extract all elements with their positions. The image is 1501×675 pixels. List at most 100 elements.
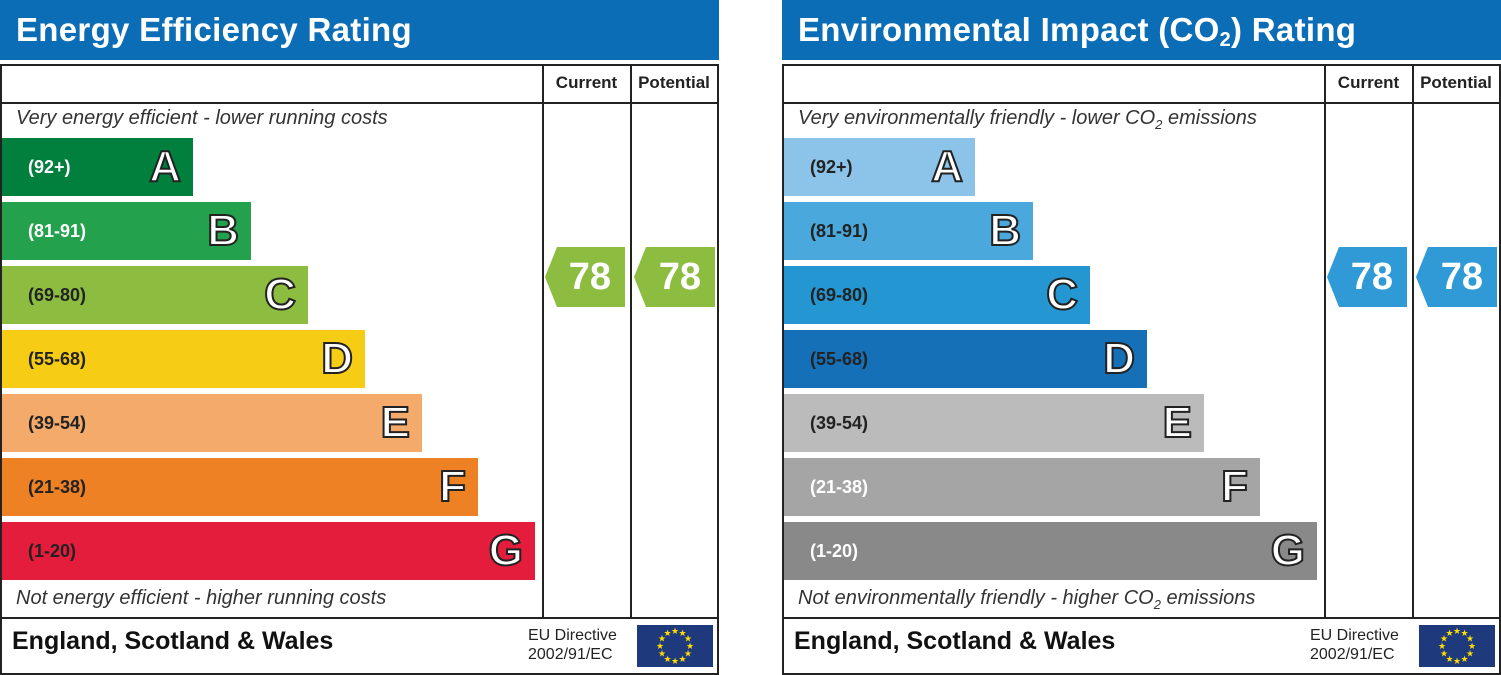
- band-range: (92+): [28, 157, 71, 177]
- band-range: (55-68): [28, 349, 87, 369]
- band-bar-e: (39-54) E: [2, 394, 422, 452]
- bottom-note: Not energy efficient - higher running co…: [16, 587, 386, 610]
- band-bar-f: (21-38) F: [784, 458, 1260, 516]
- eu-directive-line: EU Directive: [528, 627, 617, 644]
- footer-region: England, Scotland & Wales: [12, 627, 334, 655]
- band-letter: F: [1220, 461, 1249, 512]
- band-bar-d: (55-68) D: [2, 330, 365, 388]
- text-part: Very energy efficient - lower running co…: [16, 107, 388, 129]
- band-letter: E: [1162, 397, 1193, 448]
- svg-text:★: ★: [1453, 626, 1461, 636]
- row-divider: [782, 617, 1501, 619]
- text-part: ) Rating: [1231, 11, 1357, 48]
- band-range: (1-20): [810, 541, 859, 561]
- text-part: 2: [1219, 29, 1232, 51]
- band-bar-f: (21-38) F: [2, 458, 478, 516]
- svg-text:★: ★: [1440, 634, 1448, 644]
- band-range: (69-80): [28, 285, 87, 305]
- band-bar-g: (1-20) G: [2, 522, 535, 580]
- column-divider: [1324, 64, 1326, 618]
- column-header-potential: Potential: [1420, 73, 1492, 92]
- text-part: 2: [1153, 597, 1161, 612]
- svg-text:★: ★: [671, 656, 679, 666]
- band-letter: A: [148, 141, 182, 192]
- svg-text:★: ★: [658, 634, 666, 644]
- top-note: Very environmentally friendly - lower CO…: [798, 107, 1257, 132]
- band-letter: E: [380, 397, 411, 448]
- potential-rating-arrow: 78: [1416, 247, 1497, 307]
- band-bar-e: (39-54) E: [784, 394, 1204, 452]
- band-letter: B: [206, 205, 240, 256]
- band-letter: A: [930, 141, 964, 192]
- text-part: 2: [1155, 117, 1163, 132]
- band-range: (39-54): [810, 413, 869, 433]
- band-range: (92+): [810, 157, 853, 177]
- text-part: Not environmentally friendly - higher CO: [798, 587, 1154, 609]
- band-bar-c: (69-80) C: [2, 266, 308, 324]
- svg-text:★: ★: [658, 649, 666, 659]
- text-part: Environmental Impact (CO: [798, 11, 1220, 48]
- eu-flag-icon: ★ ★ ★ ★ ★ ★ ★ ★ ★ ★ ★ ★: [1419, 625, 1495, 667]
- text-part: Energy Efficiency Rating: [16, 11, 412, 48]
- rating-table-frame: [782, 64, 1501, 675]
- band-range: (1-20): [28, 541, 77, 561]
- band-letter: G: [1270, 525, 1306, 576]
- text-part: Not energy efficient - higher running co…: [16, 587, 387, 609]
- svg-text:★: ★: [1438, 641, 1446, 651]
- band-bar-c: (69-80) C: [784, 266, 1090, 324]
- svg-text:★: ★: [1468, 641, 1476, 651]
- svg-text:★: ★: [686, 641, 694, 651]
- text-part: emissions: [1160, 587, 1256, 609]
- column-divider: [630, 64, 632, 618]
- eu-directive-line: 2002/91/EC: [528, 646, 613, 663]
- svg-text:★: ★: [1453, 656, 1461, 666]
- footer-region: England, Scotland & Wales: [794, 627, 1116, 655]
- band-range: (81-91): [28, 221, 87, 241]
- column-header-current: Current: [555, 73, 618, 92]
- band-letter: D: [1102, 333, 1136, 384]
- svg-text:★: ★: [1445, 628, 1453, 638]
- eu-flag-icon: ★ ★ ★ ★ ★ ★ ★ ★ ★ ★ ★ ★: [637, 625, 713, 667]
- band-bar-b: (81-91) B: [2, 202, 251, 260]
- svg-text:★: ★: [684, 649, 692, 659]
- text-part: Very environmentally friendly - lower CO: [798, 107, 1156, 129]
- band-letter: C: [263, 269, 297, 320]
- band-bar-a: (92+) A: [2, 138, 193, 196]
- svg-text:★: ★: [684, 634, 692, 644]
- band-bar-b: (81-91) B: [784, 202, 1033, 260]
- svg-text:★: ★: [656, 641, 664, 651]
- svg-text:★: ★: [671, 626, 679, 636]
- column-divider: [1412, 64, 1414, 618]
- svg-text:★: ★: [1445, 654, 1453, 664]
- svg-text:★: ★: [1460, 628, 1468, 638]
- chart-title: Energy Efficiency Rating: [0, 0, 719, 60]
- band-range: (81-91): [810, 221, 869, 241]
- band-letter: G: [488, 525, 524, 576]
- svg-text:★: ★: [1466, 649, 1474, 659]
- svg-text:★: ★: [1460, 654, 1468, 664]
- svg-text:★: ★: [678, 628, 686, 638]
- band-range: (21-38): [28, 477, 87, 497]
- band-bar-g: (1-20) G: [784, 522, 1317, 580]
- band-letter: B: [988, 205, 1022, 256]
- band-bar-d: (55-68) D: [784, 330, 1147, 388]
- svg-text:★: ★: [678, 654, 686, 664]
- band-range: (55-68): [810, 349, 869, 369]
- current-rating-arrow: 78: [545, 247, 625, 307]
- row-divider: [0, 102, 719, 104]
- bottom-note: Not environmentally friendly - higher CO…: [798, 587, 1255, 612]
- band-letter: D: [320, 333, 354, 384]
- text-part: emissions: [1162, 107, 1257, 129]
- eu-directive: EU Directive 2002/91/EC: [528, 626, 617, 664]
- eu-directive: EU Directive 2002/91/EC: [1310, 626, 1399, 664]
- rating-table-frame: [0, 64, 719, 675]
- svg-text:★: ★: [1466, 634, 1474, 644]
- potential-rating-arrow: 78: [634, 247, 715, 307]
- energy-efficiency-panel: Energy Efficiency Rating Current Potential…: [0, 0, 719, 675]
- column-header-current: Current: [1337, 73, 1400, 92]
- band-range: (39-54): [28, 413, 87, 433]
- eu-directive-line: EU Directive: [1310, 627, 1399, 644]
- svg-text:★: ★: [663, 628, 671, 638]
- svg-text:★: ★: [1440, 649, 1448, 659]
- chart-title: Environmental Impact (CO2) Rating: [782, 0, 1501, 60]
